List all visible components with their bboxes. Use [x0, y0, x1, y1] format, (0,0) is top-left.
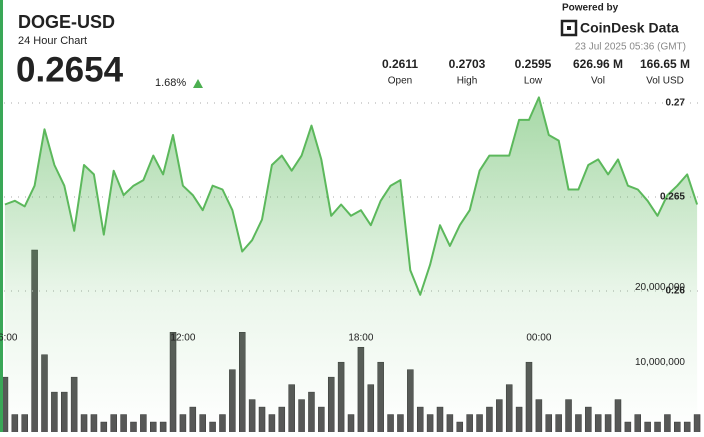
- stat-value: 626.96 M: [573, 57, 623, 71]
- stat-label: Open: [388, 76, 412, 87]
- subtitle: 24 Hour Chart: [18, 35, 87, 47]
- timestamp: 23 Jul 2025 05:36 (GMT): [575, 42, 686, 53]
- accent-border: [0, 0, 3, 432]
- x-tick-label: 00:00: [526, 333, 551, 344]
- x-tick-label: 12:00: [170, 333, 195, 344]
- plot-area: [1, 96, 704, 437]
- stat-label: High: [457, 76, 478, 87]
- stat-value: 0.2595: [515, 57, 552, 71]
- stat-label: Vol USD: [646, 76, 684, 87]
- brand-logo: [560, 19, 578, 37]
- y-tick-label: 0.27: [666, 98, 686, 109]
- x-tick-label: 06:00: [0, 333, 18, 344]
- y2-tick-label: 20,000,000: [635, 282, 685, 293]
- up-arrow: [193, 79, 203, 88]
- change: 1.68%: [155, 77, 186, 89]
- symbol: DOGE-USD: [18, 12, 115, 32]
- x-tick-label: 18:00: [348, 333, 373, 344]
- stat-value: 166.65 M: [640, 57, 690, 71]
- y2-tick-label: 10,000,000: [635, 357, 685, 368]
- brand: CoinDesk Data: [580, 20, 679, 36]
- y-tick-label: 0.265: [660, 192, 685, 203]
- stat-label: Low: [524, 76, 543, 87]
- powered-by: Powered by: [562, 3, 619, 14]
- price: 0.2654: [16, 50, 124, 89]
- stat-value: 0.2611: [382, 57, 418, 71]
- stats: 0.2611 Open 0.2703 High 0.2595 Low 626.96 M Vol…: [382, 57, 690, 86]
- stat-value: 0.2703: [449, 57, 486, 71]
- price-area: [4, 97, 698, 433]
- price-line: [4, 96, 699, 296]
- stat-label: Vol: [591, 76, 605, 87]
- y-tick-label: 0.26: [666, 286, 686, 297]
